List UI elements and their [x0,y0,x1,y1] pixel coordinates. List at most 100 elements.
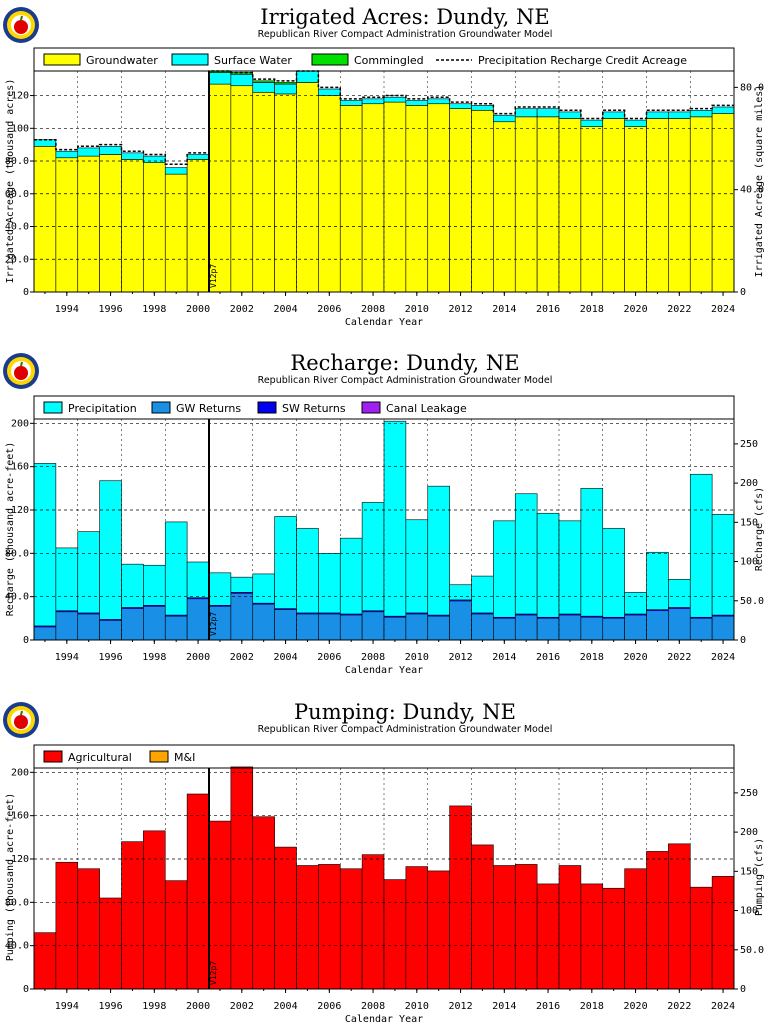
bar-gw-returns [624,614,647,641]
y2-axis-label: Recharge (cfs) [754,487,765,571]
y-axis-label: Irrigated Acreage (thousand acres) [5,79,16,284]
bar-groundwater [252,91,275,293]
bar-surface-water [186,154,210,160]
bar-agricultural [449,805,472,990]
bar-agricultural [624,868,647,990]
bar-agricultural [143,830,166,990]
bar-gw-returns [33,626,57,641]
x-tick-label: 2010 [405,304,429,315]
x-tick-label: 1998 [142,304,166,315]
legend-label: Precipitation Recharge Credit Acreage [478,54,687,67]
x-tick-label: 2020 [624,652,648,663]
bar-precipitation [274,516,297,609]
y-tick-label: 80.0 [5,897,29,908]
bar-surface-water [296,70,319,83]
y-tick-label: 200 [11,767,29,778]
legend-label: Precipitation [68,402,137,415]
bar-agricultural [361,854,385,990]
legend-label: Groundwater [86,54,158,67]
bar-precipitation [164,521,188,616]
bar-groundwater [164,173,188,293]
bar-groundwater [186,159,210,293]
bar-agricultural [580,883,604,990]
x-tick-label: 2024 [711,1001,735,1012]
bar-agricultural [55,861,79,990]
bar-gw-returns [449,600,472,641]
bar-sw-returns [515,614,538,616]
bar-sw-returns [559,614,581,616]
legend-label: Commingled [354,54,424,67]
bar-groundwater [580,126,604,293]
y-tick-label: 0 [23,635,29,646]
x-tick-label: 1998 [142,1001,166,1012]
panel-irrigated: Irrigated Acres: Dundy, NE Republican Ri… [3,5,765,328]
bar-gw-returns [689,618,713,641]
bar-gw-returns [55,611,79,641]
panel-pumping: Pumping: Dundy, NE Republican River Comp… [3,700,765,1024]
bar-sw-returns [99,619,122,621]
x-tick-label: 2024 [711,652,735,663]
bar-groundwater [689,116,713,293]
x-tick-label: 2016 [536,1001,560,1012]
model-version-label: V12p7 [209,264,218,288]
bar-agricultural [318,864,341,990]
bar-precipitation [602,528,625,618]
bar-surface-water [121,152,144,160]
y2-tick-label: 40.0 [740,185,764,196]
x-tick-label: 2004 [274,1001,298,1012]
bar-gw-returns [164,615,188,641]
x-tick-label: 1994 [55,652,79,663]
bar-groundwater [711,113,735,293]
bar-surface-water [689,109,713,118]
y2-tick-label: 250 [740,439,758,450]
plot-area: V12p7040.080.0120160200050.0100150200250… [5,418,764,663]
x-tick-label: 2012 [449,304,473,315]
bar-agricultural [493,865,516,990]
x-tick-label: 2004 [274,652,298,663]
bar-groundwater [558,118,582,293]
plot-area: V12p7020.040.060.080.0100120040.080.0120… [5,70,764,315]
bar-precipitation [143,564,166,606]
bar-precipitation [383,420,407,617]
bar-groundwater [646,118,669,293]
x-tick-label: 2006 [317,304,341,315]
bar-gw-returns [143,606,166,641]
legend-swatch-commingled [311,53,349,66]
legend: Agricultural M&I [33,744,735,769]
y-tick-label: 120 [11,91,29,102]
x-axis-label: Calendar Year [345,1014,423,1024]
bar-agricultural [383,879,407,990]
bar-surface-water [449,103,472,109]
bar-precipitation [33,463,57,627]
x-tick-label: 1996 [99,652,123,663]
bar-precipitation [296,528,319,614]
y-tick-label: 80.0 [5,156,29,167]
bar-surface-water [55,150,79,159]
bar-groundwater [77,155,100,293]
bar-groundwater [383,101,407,293]
bar-precipitation [230,576,254,593]
bar-precipitation [624,592,647,615]
x-tick-label: 2016 [536,652,560,663]
chart-title: Pumping: Dundy, NE [294,700,516,724]
bar-sw-returns [471,612,494,614]
chart-title: Irrigated Acres: Dundy, NE [260,5,549,29]
bar-precipitation [689,473,713,618]
plot-frame [33,767,735,990]
bar-agricultural [230,766,254,990]
y2-tick-label: 50.0 [740,945,764,956]
bar-precipitation [361,502,385,612]
bar-surface-water [405,100,429,106]
bar-gw-returns [121,608,144,641]
bar-sw-returns [449,599,472,601]
bar-gw-returns [646,610,669,641]
bar-precipitation [252,573,275,604]
bar-gw-returns [427,615,450,641]
x-tick-label: 2012 [449,1001,473,1012]
bar-gw-returns [558,614,582,641]
legend-label: M&I [174,751,195,764]
bar-surface-water [514,108,538,118]
x-tick-label: 2006 [317,1001,341,1012]
bar-agricultural [471,844,494,990]
bar-precipitation [121,563,144,608]
